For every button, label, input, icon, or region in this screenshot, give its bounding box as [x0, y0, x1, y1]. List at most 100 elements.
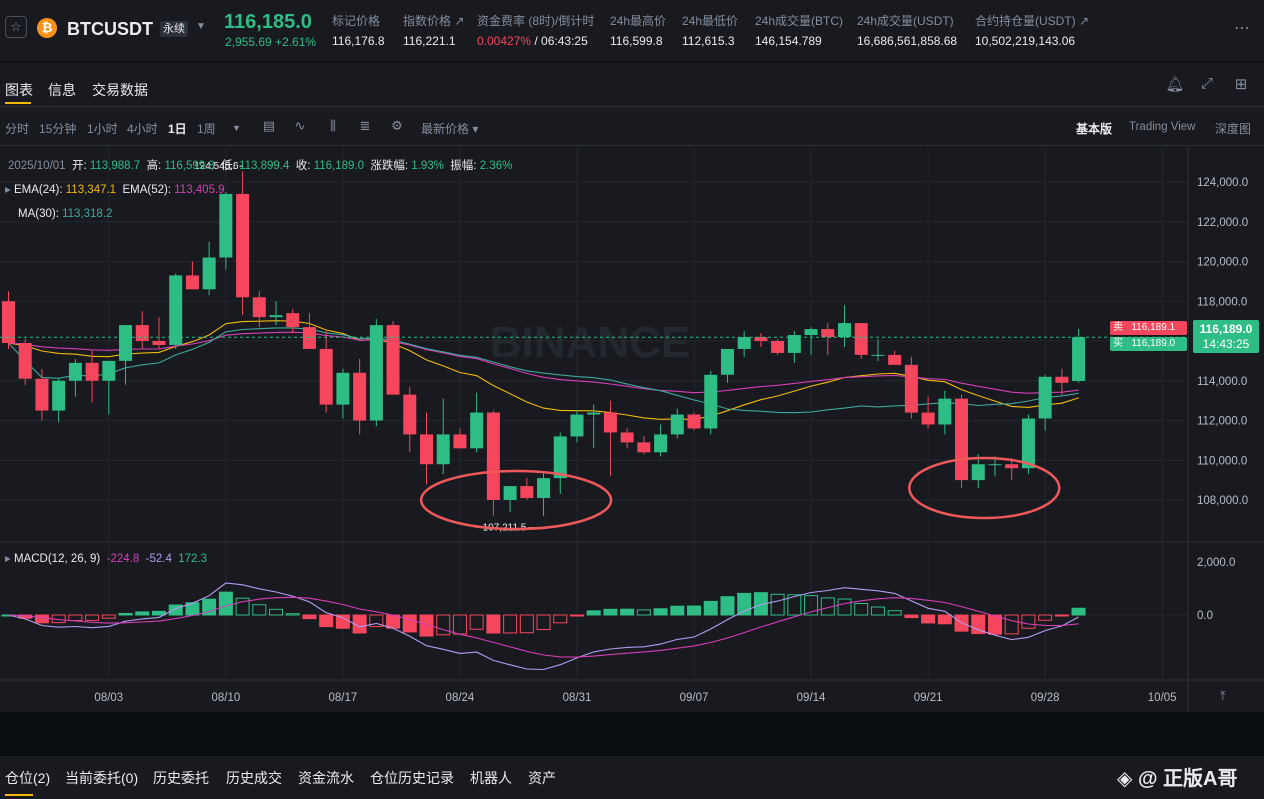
candle-body [219, 193, 233, 258]
index-price-label[interactable]: 指数价格 ↗ [403, 14, 465, 28]
ma30-line [8, 327, 1079, 414]
tab-transactions[interactable]: 资金流水 [298, 770, 354, 786]
active-bottom-tab-indicator [5, 794, 33, 796]
candle-body [520, 486, 534, 499]
candle-body [971, 464, 985, 481]
price-axis-label: 120,000.0 [1197, 257, 1248, 269]
last-price: 116,185.0 [224, 11, 312, 33]
macd-histogram-bar [653, 608, 668, 616]
candle-body [654, 434, 668, 453]
tab-info[interactable]: 信息 [48, 82, 76, 98]
tab-trade-history[interactable]: 历史成交 [226, 770, 282, 786]
timeframe-15m[interactable]: 15分钟 [39, 122, 77, 136]
candle-body [1005, 464, 1019, 469]
candle-body [938, 398, 952, 425]
candle-body [52, 380, 66, 411]
macd-value-dif: -224.8 [106, 553, 140, 565]
volume-usdt-value: 16,686,561,858.68 [857, 34, 958, 48]
candle-body [135, 325, 149, 341]
macd-histogram-bar [168, 604, 183, 616]
macd-histogram-bar [703, 600, 718, 616]
legend-low: 113,899.4 [239, 160, 290, 172]
timeframe-line[interactable]: 分时 [5, 122, 30, 136]
candle-type-icon[interactable]: ⫼ [330, 118, 336, 133]
macd-histogram-bar [68, 614, 83, 621]
candle-body [85, 362, 99, 381]
tab-position-history[interactable]: 仓位历史记录 [370, 770, 454, 786]
layout-grid-icon[interactable]: ⊞ [1234, 76, 1248, 93]
drawing-tools-icon[interactable]: ≣ [359, 118, 371, 133]
candle-body [2, 301, 15, 343]
timeframe-1d[interactable]: 1日 [168, 122, 187, 136]
high-24h-label: 24h最高价 [610, 14, 667, 28]
macd-histogram-bar [486, 614, 501, 634]
bid-label: 买 [1113, 338, 1123, 349]
candle-body [436, 434, 450, 465]
macd-histogram-bar [1071, 607, 1086, 616]
candle-body [369, 325, 383, 421]
tab-assets[interactable]: 资产 [528, 770, 556, 786]
funding-rate: 0.00427% [477, 34, 532, 48]
bottom-tab-bar [0, 756, 1264, 799]
macd-histogram-bar [887, 610, 902, 616]
indicator-icon[interactable]: ∿ [294, 118, 306, 133]
expand-icon[interactable]: ⤢ [1200, 75, 1213, 92]
candle-body [35, 378, 49, 411]
ma-legend: MA(30): 113,318.2 [18, 208, 112, 220]
more-icon[interactable]: ⋯ [1234, 20, 1250, 37]
perpetual-badge: 永续 [160, 21, 188, 37]
candle-body [570, 414, 584, 437]
bell-icon[interactable]: 🔔︎ [1165, 76, 1185, 93]
auto-scale-icon[interactable]: ⤒ [1220, 688, 1226, 703]
candle-body [353, 372, 367, 421]
tab-order-history[interactable]: 历史委托 [153, 770, 209, 786]
tab-open-orders[interactable]: 当前委托(0) [65, 770, 139, 786]
tab-trading-data[interactable]: 交易数据 [92, 82, 148, 98]
macd-histogram-bar [335, 614, 350, 629]
candle-body [302, 327, 316, 349]
low-24h-value: 112,615.3 [682, 34, 735, 48]
legend-high: 116,599.8 [164, 160, 215, 172]
macd-histogram-bar [302, 614, 317, 620]
calendar-icon[interactable]: ▤ [262, 118, 276, 133]
candle-body [687, 414, 701, 429]
candle-body [838, 323, 851, 338]
legend-open: 113,988.7 [89, 160, 141, 172]
chart-area[interactable] [0, 147, 1264, 712]
candle-body [988, 464, 1002, 466]
favorite-star-icon[interactable]: ☆ [5, 16, 27, 38]
macd-dif-line [8, 582, 1079, 671]
tab-bots[interactable]: 机器人 [470, 770, 512, 786]
candle-body [754, 337, 768, 341]
candle-body [1055, 376, 1069, 383]
macd-histogram-bar [419, 614, 434, 637]
date-axis-label: 09/14 [797, 692, 826, 704]
ask-label: 卖 [1113, 322, 1123, 333]
candle-body [1021, 418, 1035, 469]
tab-positions[interactable]: 仓位(2) [5, 770, 51, 786]
ema24-value: 113,347.1 [65, 184, 117, 196]
view-basic[interactable]: 基本版 [1076, 122, 1113, 136]
symbol-name[interactable]: BTCUSDT [67, 19, 153, 39]
timeframe-4h[interactable]: 4小时 [127, 122, 158, 136]
settings-icon[interactable]: ⚙ [391, 118, 403, 133]
view-depth[interactable]: 深度图 [1215, 122, 1252, 136]
macd-histogram-bar [85, 614, 100, 621]
candlestick-chart[interactable]: 108,000.0 110,000.0 112,000.0 114,000.0 116,… [0, 147, 1264, 712]
macd-collapse-icon[interactable]: ▸ [5, 553, 11, 565]
view-tradingview[interactable]: Trading View [1129, 121, 1196, 133]
timeframe-1h[interactable]: 1小时 [87, 122, 118, 136]
macd-histogram-bar [1021, 614, 1036, 629]
open-interest-label[interactable]: 合约持仓量(USDT) ↗ [975, 14, 1090, 28]
timeframe-1w[interactable]: 1周 [197, 122, 216, 136]
macd-histogram-bar [804, 595, 819, 616]
macd-histogram-bar [519, 614, 534, 634]
price-type-select[interactable]: 最新价格 ▾ [421, 122, 479, 136]
price-axis-label: 118,000.0 [1197, 296, 1247, 308]
candle-body [787, 335, 801, 353]
legend-collapse-icon[interactable]: ▸ [5, 184, 11, 196]
timeframe-dropdown-icon[interactable]: ▼ [232, 123, 241, 133]
candle-body [286, 313, 300, 328]
chevron-down-icon[interactable]: ▼ [196, 21, 206, 32]
tab-chart[interactable]: 图表 [5, 82, 33, 98]
